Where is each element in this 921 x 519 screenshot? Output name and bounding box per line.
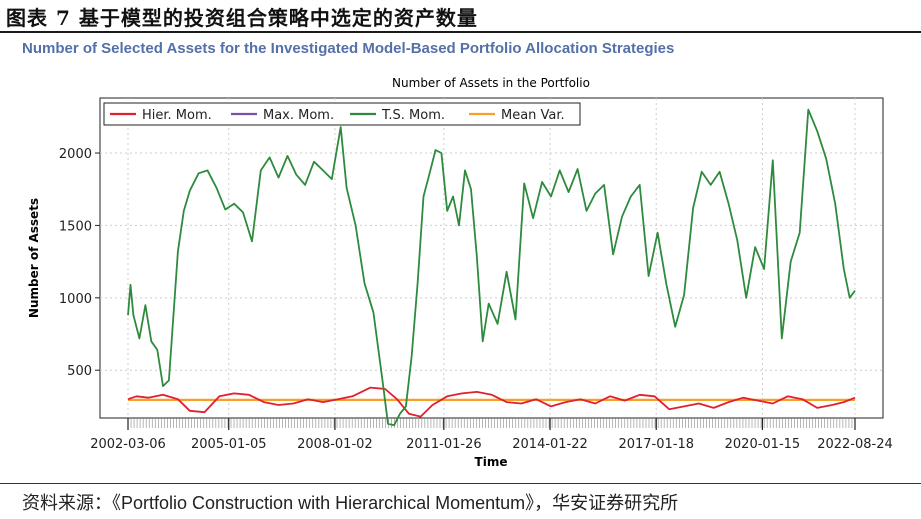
x-tick-label: 2017-01-18	[618, 437, 694, 452]
legend-box	[103, 102, 581, 126]
figure-heading: 图表 7 基于模型的投资组合策略中选定的资产数量	[6, 6, 478, 30]
bottom-rule	[0, 483, 921, 484]
series-lines	[127, 108, 856, 427]
legend-label: T.S. Mom.	[381, 108, 445, 123]
x-tick-label: 2022-08-24	[817, 437, 893, 452]
y-axis: 500 1000 1500 2000	[59, 147, 100, 379]
x-tick-label: 2011-01-26	[406, 437, 482, 452]
series-line-t-s-mom	[127, 108, 856, 427]
top-rule	[0, 31, 921, 33]
x-tick-label: 2020-01-15	[725, 437, 801, 452]
x-axis-label: Time	[475, 455, 508, 469]
y-tick-label: 2000	[59, 147, 92, 162]
series-line-hier-mom	[127, 386, 856, 418]
x-tick-label: 2002-03-06	[90, 437, 166, 452]
x-tick-label: 2005-01-05	[191, 437, 267, 452]
x-axis: 2002-03-06 2005-01-05 2008-01-02 2011-01-26…	[90, 418, 893, 452]
chart-subtitle: Number of Selected Assets for the Invest…	[22, 40, 675, 57]
y-tick-label: 1000	[59, 292, 92, 307]
y-tick-label: 1500	[59, 219, 92, 234]
legend-label: Hier. Mom.	[142, 108, 212, 123]
chart-container: Number of Assets in the Portfolio 500 100…	[0, 70, 921, 480]
legend-label: Mean Var.	[501, 108, 565, 123]
legend-label: Max. Mom.	[263, 108, 334, 123]
x-tick-label: 2014-01-22	[512, 437, 588, 452]
source-note: 资料来源：《Portfolio Construction with Hierar…	[22, 493, 679, 513]
y-axis-label: Number of Assets	[27, 198, 41, 318]
x-tick-label: 2008-01-02	[297, 437, 373, 452]
line-chart: Number of Assets in the Portfolio 500 100…	[27, 76, 893, 469]
chart-title: Number of Assets in the Portfolio	[392, 76, 590, 90]
y-tick-label: 500	[67, 364, 92, 379]
legend: Hier. Mom. Max. Mom. T.S. Mom. Mean Var.	[103, 102, 581, 126]
grid	[100, 98, 883, 418]
